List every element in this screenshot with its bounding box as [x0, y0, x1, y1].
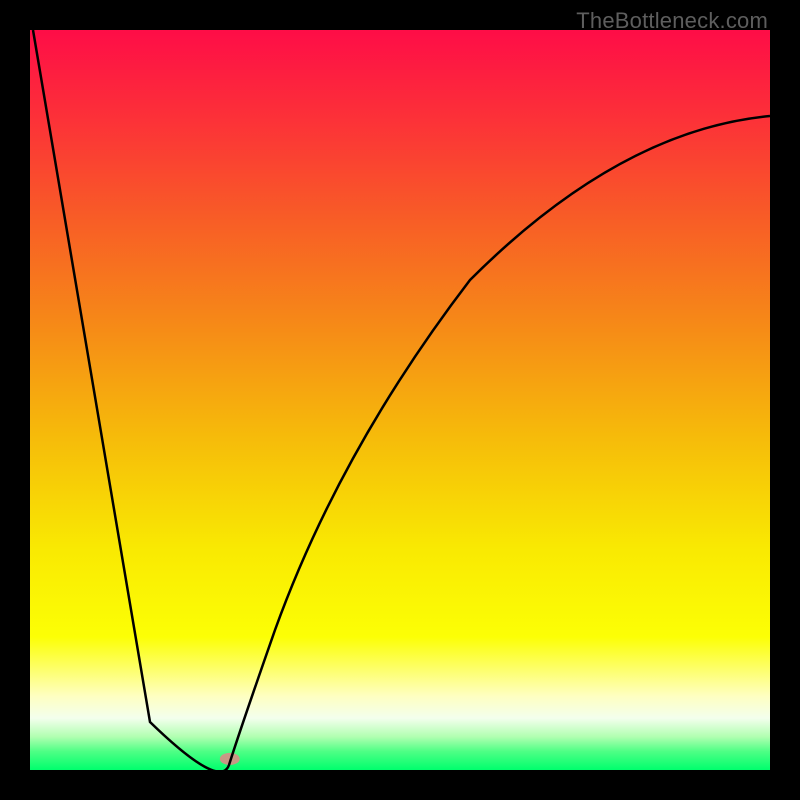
- chart-svg: [30, 30, 770, 770]
- plot-area: [30, 30, 770, 770]
- gradient-background: [30, 30, 770, 770]
- chart-frame: TheBottleneck.com: [0, 0, 800, 800]
